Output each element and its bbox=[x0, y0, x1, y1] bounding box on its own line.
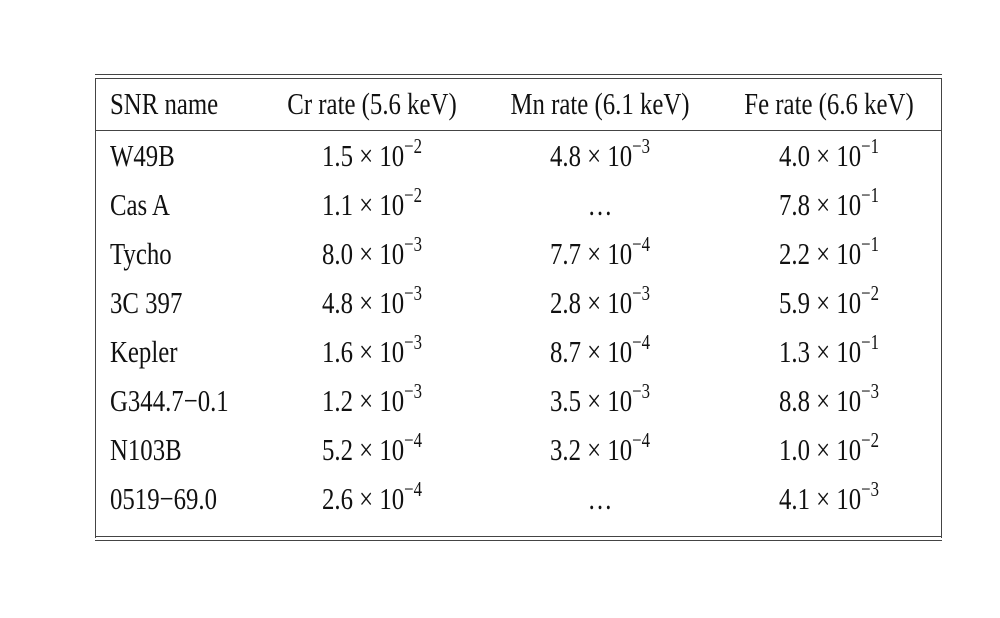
coefficient: 1.3 × 10 bbox=[778, 334, 862, 369]
exponent: −3 bbox=[404, 379, 423, 403]
coefficient: 7.8 × 10 bbox=[778, 187, 862, 222]
exponent: −3 bbox=[632, 134, 651, 158]
coefficient: 2.8 × 10 bbox=[549, 285, 633, 320]
coefficient: 4.8 × 10 bbox=[549, 138, 633, 173]
table-cell: … bbox=[587, 187, 613, 222]
table-cell: 0519−69.0 bbox=[110, 481, 217, 516]
table-cell: 1.6 × 10−3 bbox=[321, 330, 422, 373]
coefficient: 3.5 × 10 bbox=[549, 383, 633, 418]
top-rule bbox=[95, 78, 942, 79]
exponent: −2 bbox=[404, 134, 423, 158]
coefficient: 1.0 × 10 bbox=[778, 432, 862, 467]
coefficient: 2.2 × 10 bbox=[778, 236, 862, 271]
table-cell: Kepler bbox=[110, 334, 178, 369]
table-cell: 4.1 × 10−3 bbox=[778, 477, 879, 520]
exponent: −4 bbox=[404, 477, 423, 501]
coefficient: 5.9 × 10 bbox=[778, 285, 862, 320]
header-cell: Fe rate (6.6 keV) bbox=[744, 86, 914, 121]
table-cell: 7.8 × 10−1 bbox=[778, 183, 879, 226]
table-cell: 1.3 × 10−1 bbox=[778, 330, 879, 373]
table-cell: 4.8 × 10−3 bbox=[549, 134, 650, 177]
coefficient: 8.0 × 10 bbox=[321, 236, 405, 271]
header-cell: Cr rate (5.6 keV) bbox=[287, 86, 457, 121]
coefficient: 1.2 × 10 bbox=[321, 383, 405, 418]
exponent: −2 bbox=[861, 281, 880, 305]
coefficient: 1.1 × 10 bbox=[321, 187, 405, 222]
table-cell: 1.0 × 10−2 bbox=[778, 428, 879, 471]
coefficient: 4.0 × 10 bbox=[778, 138, 862, 173]
top-rule bbox=[95, 74, 942, 75]
coefficient: 1.6 × 10 bbox=[321, 334, 405, 369]
exponent: −3 bbox=[632, 379, 651, 403]
table-cell: N103B bbox=[110, 432, 182, 467]
coefficient: 3.2 × 10 bbox=[549, 432, 633, 467]
table-cell: 7.7 × 10−4 bbox=[549, 232, 650, 275]
exponent: −2 bbox=[861, 428, 880, 452]
coefficient: 8.7 × 10 bbox=[549, 334, 633, 369]
coefficient: 7.7 × 10 bbox=[549, 236, 633, 271]
table-cell: 2.6 × 10−4 bbox=[321, 477, 422, 520]
exponent: −1 bbox=[861, 232, 880, 256]
exponent: −4 bbox=[632, 330, 651, 354]
table-cell: 1.2 × 10−3 bbox=[321, 379, 422, 422]
table-cell: 8.8 × 10−3 bbox=[778, 379, 879, 422]
exponent: −1 bbox=[861, 134, 880, 158]
coefficient: 5.2 × 10 bbox=[321, 432, 405, 467]
table-cell: 5.2 × 10−4 bbox=[321, 428, 422, 471]
table-cell: 4.8 × 10−3 bbox=[321, 281, 422, 324]
table-cell: 8.0 × 10−3 bbox=[321, 232, 422, 275]
table-cell: 1.5 × 10−2 bbox=[321, 134, 422, 177]
table-cell: 3C 397 bbox=[110, 285, 183, 320]
exponent: −4 bbox=[632, 428, 651, 452]
table-cell: 5.9 × 10−2 bbox=[778, 281, 879, 324]
table-cell: 2.2 × 10−1 bbox=[778, 232, 879, 275]
left-border bbox=[95, 78, 96, 538]
header-cell: SNR name bbox=[110, 86, 219, 121]
exponent: −3 bbox=[861, 379, 880, 403]
exponent: −3 bbox=[404, 330, 423, 354]
exponent: −3 bbox=[404, 281, 423, 305]
table-cell: Cas A bbox=[110, 187, 170, 222]
coefficient: 2.6 × 10 bbox=[321, 481, 405, 516]
right-border bbox=[941, 78, 942, 538]
table-cell: 8.7 × 10−4 bbox=[549, 330, 650, 373]
exponent: −3 bbox=[861, 477, 880, 501]
table-cell: 3.5 × 10−3 bbox=[549, 379, 650, 422]
table-cell: 4.0 × 10−1 bbox=[778, 134, 879, 177]
exponent: −4 bbox=[632, 232, 651, 256]
exponent: −1 bbox=[861, 330, 880, 354]
exponent: −2 bbox=[404, 183, 423, 207]
table-cell: 2.8 × 10−3 bbox=[549, 281, 650, 324]
table-cell: … bbox=[587, 481, 613, 516]
table-cell: G344.7−0.1 bbox=[110, 383, 229, 418]
table-cell: W49B bbox=[110, 138, 175, 173]
bottom-rule bbox=[95, 536, 942, 537]
coefficient: 4.8 × 10 bbox=[321, 285, 405, 320]
header-cell: Mn rate (6.1 keV) bbox=[510, 86, 690, 121]
exponent: −3 bbox=[404, 232, 423, 256]
table-cell: 3.2 × 10−4 bbox=[549, 428, 650, 471]
header-rule bbox=[95, 130, 942, 131]
coefficient: 4.1 × 10 bbox=[778, 481, 862, 516]
exponent: −1 bbox=[861, 183, 880, 207]
exponent: −4 bbox=[404, 428, 423, 452]
coefficient: 1.5 × 10 bbox=[321, 138, 405, 173]
exponent: −3 bbox=[632, 281, 651, 305]
bottom-rule bbox=[95, 540, 942, 541]
coefficient: 8.8 × 10 bbox=[778, 383, 862, 418]
table-cell: 1.1 × 10−2 bbox=[321, 183, 422, 226]
table-cell: Tycho bbox=[110, 236, 172, 271]
